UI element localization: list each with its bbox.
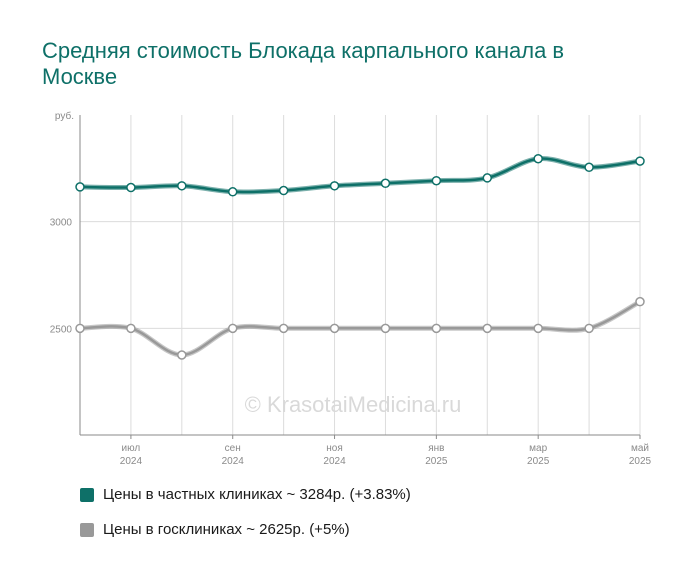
watermark: © KrasotaiMedicina.ru — [245, 392, 462, 417]
data-point-public — [533, 323, 543, 334]
data-point-public — [584, 323, 594, 334]
x-tick-label-month: янв — [428, 443, 444, 454]
data-point-public — [278, 323, 289, 334]
grid-lines — [80, 115, 641, 435]
data-point-private — [329, 181, 340, 191]
x-tick-label-year: 2025 — [425, 456, 448, 467]
x-tick-label-year: 2024 — [323, 456, 346, 467]
data-point-private — [177, 181, 187, 191]
chart-title: Средняя стоимость Блокада карпального ка… — [42, 38, 565, 89]
y-tick-label: 2500 — [50, 324, 73, 335]
legend-item-private[interactable]: Цены в частных клиниках ~ 3284р. (+3.83%… — [80, 486, 411, 503]
x-tick-label-month: июл — [122, 443, 141, 454]
data-point-private — [126, 182, 136, 193]
x-tick-label-month: мар — [529, 443, 547, 454]
data-point-private — [533, 153, 543, 164]
data-point-private — [635, 156, 645, 166]
series-line-private — [78, 157, 642, 194]
data-point-private — [227, 187, 238, 197]
data-points — [75, 153, 645, 360]
data-point-private — [584, 162, 594, 173]
data-point-public — [177, 350, 187, 360]
legend-label-public: Цены в госклиниках ~ 2625р. (+5%) — [103, 521, 350, 538]
data-point-private — [75, 182, 85, 192]
x-tick-label-month: сен — [225, 443, 241, 454]
x-tick-label-month: май — [631, 443, 649, 454]
data-point-public — [380, 323, 391, 334]
data-point-private — [380, 178, 391, 189]
legend-swatch-private — [80, 487, 94, 502]
data-point-private — [482, 173, 493, 183]
x-tick-label-year: 2025 — [527, 456, 550, 467]
legend-swatch-public — [80, 522, 94, 537]
data-point-public — [75, 323, 85, 334]
y-tick-label: 3000 — [50, 218, 73, 229]
data-point-public — [635, 296, 645, 307]
legend-label-private: Цены в частных клиниках ~ 3284р. (+3.83%… — [103, 486, 411, 503]
data-point-private — [278, 185, 289, 196]
data-point-public — [329, 323, 340, 334]
data-point-public — [431, 323, 442, 334]
data-point-public — [227, 323, 238, 334]
y-axis-unit: руб. — [55, 110, 74, 122]
data-point-public — [482, 323, 493, 334]
legend-item-public[interactable]: Цены в госклиниках ~ 2625р. (+5%) — [80, 521, 350, 538]
x-tick-label-year: 2024 — [222, 456, 245, 467]
axes: руб. 3000 2500 июл 2024 сен 2024 ноя 2024 янв 2025… — [50, 110, 652, 467]
x-tick-label-year: 2024 — [120, 456, 143, 467]
x-tick-label-month: ноя — [326, 443, 343, 454]
series-lines — [77, 156, 643, 358]
data-point-private — [431, 175, 442, 186]
x-tick-label-year: 2025 — [629, 456, 652, 467]
data-point-public — [126, 323, 136, 334]
